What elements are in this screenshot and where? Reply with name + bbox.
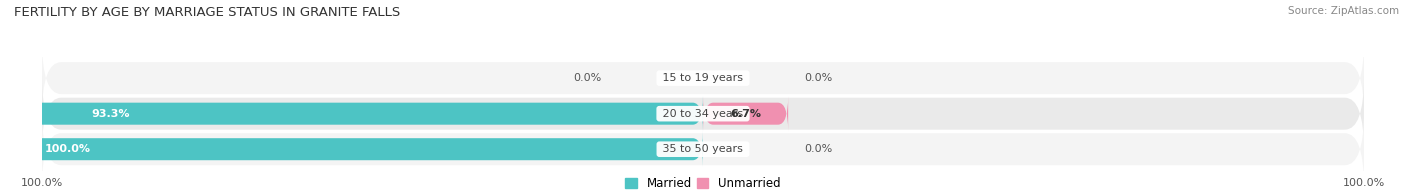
FancyBboxPatch shape [42,76,1364,151]
FancyBboxPatch shape [42,41,1364,115]
FancyBboxPatch shape [0,96,703,131]
Text: 0.0%: 0.0% [804,144,832,154]
FancyBboxPatch shape [42,112,1364,187]
FancyBboxPatch shape [703,96,789,131]
Text: 15 to 19 years: 15 to 19 years [659,73,747,83]
Text: 0.0%: 0.0% [574,73,602,83]
Text: 0.0%: 0.0% [804,73,832,83]
Text: 100.0%: 100.0% [45,144,90,154]
Text: 6.7%: 6.7% [730,109,761,119]
Text: 20 to 34 years: 20 to 34 years [659,109,747,119]
Legend: Married, Unmarried: Married, Unmarried [626,177,780,190]
Text: 35 to 50 years: 35 to 50 years [659,144,747,154]
Text: 93.3%: 93.3% [91,109,129,119]
FancyBboxPatch shape [0,132,703,167]
Text: FERTILITY BY AGE BY MARRIAGE STATUS IN GRANITE FALLS: FERTILITY BY AGE BY MARRIAGE STATUS IN G… [14,6,401,19]
Text: 100.0%: 100.0% [21,178,63,188]
Text: 100.0%: 100.0% [1343,178,1385,188]
Text: Source: ZipAtlas.com: Source: ZipAtlas.com [1288,6,1399,16]
